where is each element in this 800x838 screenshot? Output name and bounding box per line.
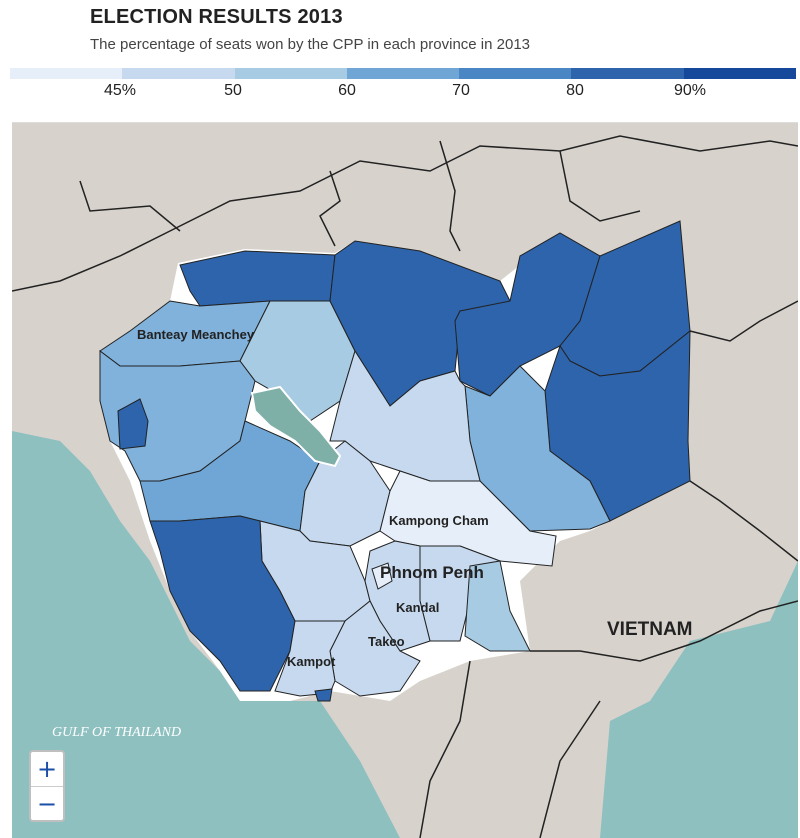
country-border — [689, 300, 798, 342]
legend-swatch — [10, 68, 123, 79]
label-gulf-of-thailand: GULF OF THAILAND — [52, 725, 181, 740]
province-pailin[interactable] — [117, 398, 149, 450]
legend-swatch — [459, 68, 572, 79]
province-phnom-penh[interactable] — [371, 562, 393, 590]
country-border — [689, 480, 798, 562]
legend-swatch — [346, 68, 460, 79]
legend-swatch — [571, 68, 684, 79]
legend-tick: 60 — [338, 82, 356, 99]
country-border — [419, 660, 471, 838]
color-legend — [10, 68, 796, 79]
zoom-in-button[interactable]: + — [36, 755, 58, 783]
header: ELECTION RESULTS 2013 The percentage of … — [0, 0, 800, 122]
legend-tick: 80 — [566, 82, 584, 99]
legend-swatch — [122, 68, 235, 79]
zoom-out-button[interactable]: − — [31, 786, 63, 821]
map-canvas[interactable]: Banteay Meanchey Kampong Cham Phnom Penh… — [12, 122, 798, 838]
province-stung-treng[interactable] — [454, 232, 601, 397]
label-kampong-cham: Kampong Cham — [389, 513, 489, 528]
zoom-control: + − — [29, 750, 65, 822]
page-title: ELECTION RESULTS 2013 — [90, 6, 343, 28]
legend-tick: 50 — [224, 82, 242, 99]
label-kandal: Kandal — [396, 600, 439, 615]
tonle-sap-lake — [250, 385, 342, 468]
label-phnom-penh: Phnom Penh — [380, 563, 484, 582]
label-takeo: Takeo — [368, 634, 405, 649]
label-kampot: Kampot — [287, 654, 336, 669]
label-banteay-meanchey: Banteay Meanchey — [137, 327, 255, 342]
legend-tick: 90% — [673, 82, 707, 99]
legend-swatch — [234, 68, 347, 79]
country-border — [559, 150, 641, 222]
label-vietnam: VIETNAM — [607, 619, 693, 640]
country-border — [79, 180, 181, 232]
country-border — [530, 600, 798, 662]
province-kampot[interactable] — [274, 620, 346, 697]
province-kampong-chhnang[interactable] — [299, 440, 391, 547]
country-border — [12, 135, 798, 292]
country-border — [439, 140, 461, 252]
country-border — [319, 170, 341, 247]
legend-tick: 45% — [103, 82, 137, 99]
province-kep[interactable] — [314, 688, 333, 702]
legend-tick: 70 — [452, 82, 470, 99]
legend-swatch — [683, 68, 796, 79]
page-subtitle: The percentage of seats won by the CPP i… — [90, 36, 531, 53]
country-border — [539, 700, 601, 838]
